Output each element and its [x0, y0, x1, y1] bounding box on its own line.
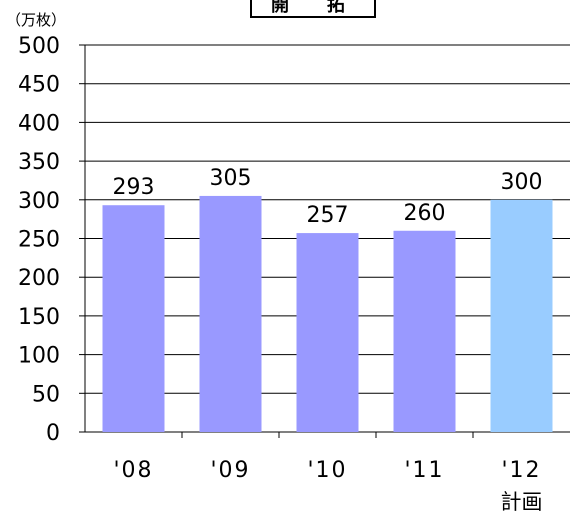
x-tick-label: '12: [501, 458, 541, 483]
y-tick-label: 50: [32, 382, 60, 407]
y-tick-label: 100: [18, 344, 60, 369]
bar: [296, 233, 359, 432]
data-label: 260: [404, 201, 446, 226]
y-tick-label: 300: [18, 189, 60, 214]
bar: [490, 199, 553, 432]
x-tick-sublabel: 計画: [501, 490, 543, 514]
data-label: 305: [210, 166, 252, 191]
y-tick-label: 0: [46, 421, 60, 446]
y-tick-label: 400: [18, 111, 60, 136]
bar: [393, 230, 456, 432]
x-tick-label: '11: [404, 458, 444, 483]
x-tick-label: '10: [307, 458, 347, 483]
y-tick-label: 500: [18, 34, 60, 59]
unit-label: （万枚）: [6, 11, 66, 29]
x-tick-label: '08: [113, 458, 153, 483]
y-tick-label: 150: [18, 305, 60, 330]
bar: [102, 205, 165, 432]
y-tick-label: 250: [18, 228, 60, 253]
x-tick-label: '09: [210, 458, 250, 483]
chart-title: 開 拓: [250, 0, 376, 18]
data-label: 300: [501, 170, 543, 195]
data-label: 293: [113, 175, 155, 200]
bar: [199, 195, 262, 432]
data-label: 257: [307, 203, 349, 228]
y-tick-label: 450: [18, 73, 60, 98]
y-tick-label: 350: [18, 150, 60, 175]
y-tick-label: 200: [18, 266, 60, 291]
